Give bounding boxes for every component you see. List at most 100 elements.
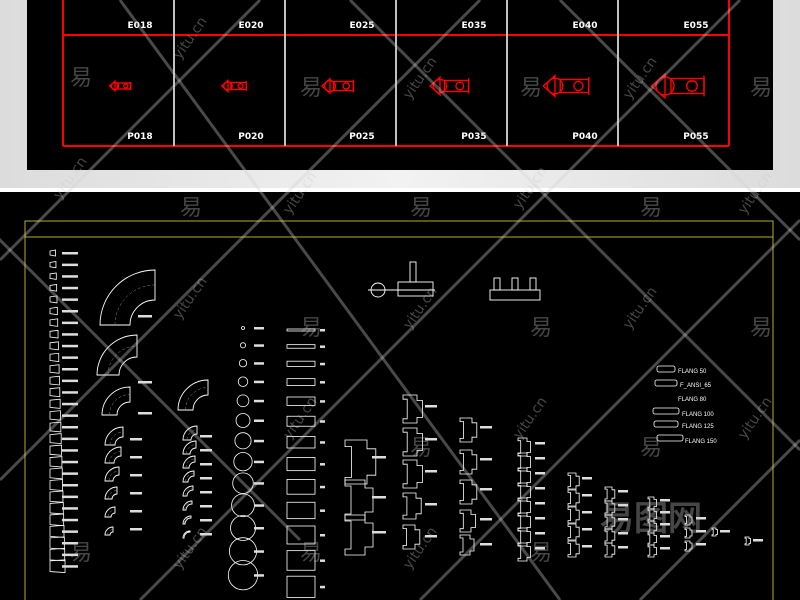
e-label: E055 — [684, 21, 709, 31]
elbow-block — [104, 446, 122, 464]
block-label — [696, 530, 706, 533]
flange-bolt — [529, 277, 537, 291]
tee-block — [567, 523, 580, 541]
watermark-glyph: 易 — [520, 76, 542, 101]
elbow-centerline — [185, 387, 209, 411]
tee-block — [567, 540, 580, 558]
pipe-section-rect — [286, 396, 316, 406]
elbow-block — [182, 455, 196, 469]
block-label — [62, 507, 78, 510]
reducer-block — [49, 364, 60, 374]
tee-block — [684, 540, 693, 552]
block-label — [200, 519, 212, 522]
tee-block — [517, 542, 531, 562]
block-label — [200, 533, 212, 536]
fitting-port — [237, 82, 244, 90]
pipe-section-rect — [286, 378, 316, 386]
block-label — [200, 505, 212, 508]
block-label — [535, 502, 545, 505]
block-label — [254, 460, 264, 464]
block-label — [62, 263, 78, 267]
block-label — [425, 503, 437, 506]
flange-label: FLANG 150 — [685, 439, 717, 445]
block-label — [130, 492, 142, 495]
block-label — [62, 565, 78, 568]
block-label — [254, 380, 264, 384]
block-label — [62, 356, 78, 359]
block-label — [62, 286, 78, 290]
flange-group: FLANG 50 F_ANSI_65 FLANG 80 FLANG 100 FL… — [652, 365, 717, 445]
watermark-glyph: 易 — [410, 436, 432, 461]
pipe-section-rect — [286, 360, 316, 367]
pipe-fitting-symbol — [220, 78, 247, 94]
e-label: E040 — [573, 21, 598, 31]
fitting-arrow — [542, 74, 556, 98]
fitting-arrow — [650, 72, 666, 100]
drawing-frame — [24, 220, 774, 600]
block-label — [62, 518, 78, 522]
flange-label: F_ANSI_65 — [680, 383, 712, 389]
watermark-line — [118, 0, 562, 600]
reducer-block — [49, 261, 57, 269]
elbow-centerline — [109, 394, 131, 416]
block-label — [62, 484, 78, 487]
tee-block — [459, 534, 475, 556]
watermark-glyph: 易 — [640, 196, 662, 221]
elbow-block — [104, 466, 120, 482]
block-label — [582, 528, 592, 531]
e-label: E035 — [462, 21, 487, 31]
elbow-centerline — [184, 487, 194, 497]
elbow-centerline — [183, 531, 191, 539]
elbow-block — [104, 486, 118, 500]
pipe-section-rect — [286, 501, 316, 520]
reducer-block — [49, 490, 64, 503]
reducer-block — [49, 352, 60, 362]
tee-block — [744, 536, 751, 546]
watermark-line — [0, 0, 482, 482]
block-label — [138, 381, 152, 384]
pipe-section-rect — [286, 435, 316, 449]
reducer-block — [49, 479, 63, 491]
watermark-glyph: 易 — [530, 316, 552, 341]
watermark-glyph: 易 — [530, 541, 552, 566]
block-label — [62, 333, 78, 336]
block-label — [372, 531, 386, 534]
block-label — [582, 494, 592, 497]
block-label — [130, 474, 142, 477]
flange-symbol — [654, 379, 678, 387]
block-label — [582, 545, 592, 548]
block-label — [62, 553, 78, 557]
tee-block — [647, 544, 657, 558]
tee-block — [459, 417, 478, 443]
block-label — [320, 485, 325, 489]
fitting-port — [686, 80, 698, 92]
block-label — [425, 470, 437, 473]
block-label — [425, 405, 437, 408]
block-label — [62, 344, 78, 348]
elbow-centerline — [108, 470, 120, 482]
reducer-block — [49, 410, 61, 421]
elbow-block — [99, 269, 156, 326]
watermark-text: yitu.cn — [510, 164, 550, 212]
block-label — [138, 412, 152, 415]
block-label — [480, 426, 492, 429]
flange-symbol — [656, 434, 684, 442]
fitting-port — [455, 81, 465, 91]
reducer-block — [49, 387, 61, 398]
block-label — [720, 530, 730, 533]
watermark-line — [0, 237, 302, 542]
block-label — [320, 400, 325, 403]
watermark-line — [638, 438, 800, 600]
watermark-glyph: 易 — [300, 316, 322, 341]
elbow-centerline — [109, 451, 122, 464]
block-label — [138, 315, 152, 318]
p-label: P055 — [683, 132, 708, 142]
elbow-centerline — [107, 509, 116, 518]
block-label — [535, 487, 545, 490]
p-label: P035 — [461, 132, 486, 142]
fitting-arrow — [429, 75, 441, 97]
block-label — [372, 496, 386, 499]
reducer-block — [49, 467, 63, 480]
tee-block — [684, 514, 693, 526]
fitting-port — [573, 80, 584, 92]
